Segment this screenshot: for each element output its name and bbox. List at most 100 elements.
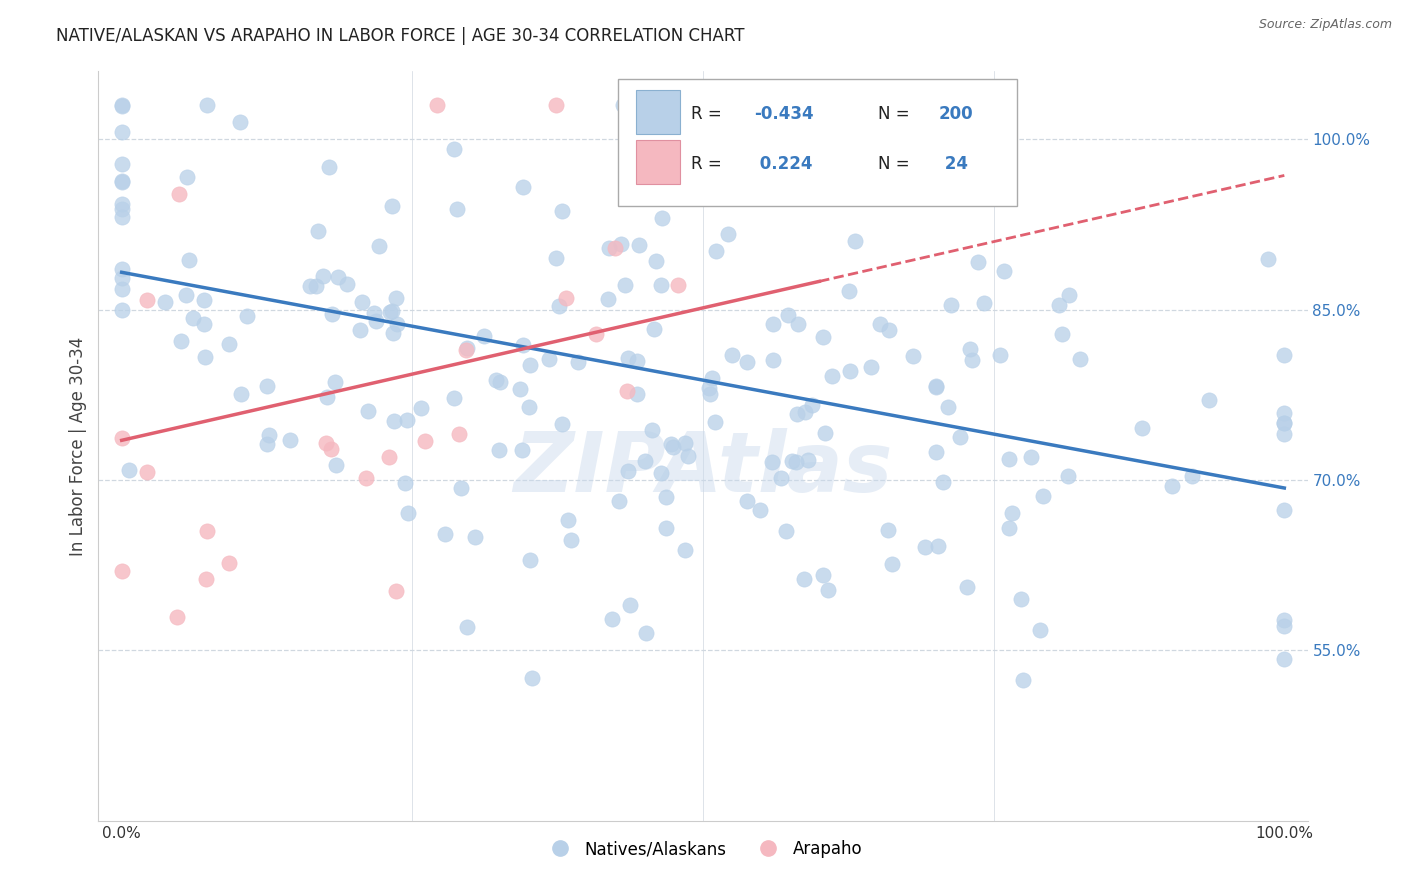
FancyBboxPatch shape [637, 90, 681, 135]
Point [960, 352, 983, 367]
Point [357, 404, 380, 418]
Point [352, 295, 374, 310]
Point [170, 334, 193, 349]
Point [229, 114, 252, 128]
Point [321, 307, 343, 321]
Point [111, 210, 134, 224]
Point [1272, 503, 1295, 517]
Point [280, 434, 302, 448]
Point [821, 368, 844, 383]
Point [1050, 327, 1073, 342]
Point [378, 304, 401, 318]
Point [560, 533, 582, 548]
Point [385, 291, 408, 305]
Point [1257, 252, 1279, 267]
Point [793, 161, 815, 176]
Point [956, 580, 979, 594]
Point [880, 558, 903, 572]
Point [519, 358, 541, 372]
Point [939, 298, 962, 312]
Point [785, 455, 807, 469]
Text: 200: 200 [939, 105, 973, 123]
Point [1032, 489, 1054, 503]
Point [735, 494, 758, 508]
Point [111, 564, 134, 578]
Point [218, 337, 240, 351]
Point [610, 237, 633, 252]
Point [924, 380, 946, 394]
Point [839, 363, 862, 377]
Point [378, 450, 401, 464]
Point [762, 317, 785, 331]
Point [519, 553, 541, 567]
Point [546, 252, 568, 266]
Point [381, 303, 404, 318]
Point [456, 620, 478, 634]
Point [256, 436, 278, 450]
Point [662, 440, 685, 454]
Point [520, 671, 543, 685]
Point [229, 386, 252, 401]
Point [666, 277, 689, 292]
Point [1010, 592, 1032, 607]
Point [932, 475, 955, 489]
Point [446, 202, 468, 216]
Point [363, 306, 385, 320]
Point [193, 293, 215, 307]
Point [616, 384, 638, 398]
Point [641, 423, 664, 437]
Point [305, 279, 328, 293]
Point [801, 398, 824, 412]
Point [509, 382, 531, 396]
Point [315, 390, 337, 404]
Point [762, 353, 785, 368]
Point [700, 371, 723, 385]
Point [256, 379, 278, 393]
Point [914, 541, 936, 555]
Point [761, 455, 783, 469]
Point [695, 186, 717, 201]
Point [770, 471, 793, 485]
Point [218, 557, 240, 571]
Point [433, 527, 456, 541]
Point [323, 375, 346, 389]
Point [111, 98, 134, 112]
Point [464, 530, 486, 544]
Point [1047, 298, 1070, 312]
Point [1057, 288, 1080, 302]
Point [811, 567, 834, 582]
Point [472, 328, 495, 343]
Point [1272, 652, 1295, 666]
Point [1272, 619, 1295, 633]
Point [111, 174, 134, 188]
Text: N =: N = [879, 105, 915, 123]
Point [748, 502, 770, 516]
Point [936, 400, 959, 414]
Point [385, 584, 408, 599]
Point [537, 351, 560, 366]
Point [626, 354, 648, 368]
Point [811, 330, 834, 344]
Point [655, 490, 678, 504]
Point [585, 326, 607, 341]
Point [111, 175, 134, 189]
Point [869, 317, 891, 331]
Point [673, 542, 696, 557]
Point [387, 317, 409, 331]
Text: -0.434: -0.434 [754, 105, 814, 123]
Point [111, 197, 134, 211]
Point [1272, 613, 1295, 627]
Point [676, 449, 699, 463]
Point [489, 375, 512, 389]
Point [567, 355, 589, 369]
Point [603, 242, 626, 256]
Point [998, 452, 1021, 467]
Point [619, 598, 641, 612]
Point [644, 254, 666, 268]
Point [111, 262, 134, 277]
Point [349, 323, 371, 337]
Text: NATIVE/ALASKAN VS ARAPAHO IN LABOR FORCE | AGE 30-34 CORRELATION CHART: NATIVE/ALASKAN VS ARAPAHO IN LABOR FORCE… [56, 27, 745, 45]
Point [396, 412, 419, 426]
Point [949, 430, 972, 444]
Point [1198, 393, 1220, 408]
